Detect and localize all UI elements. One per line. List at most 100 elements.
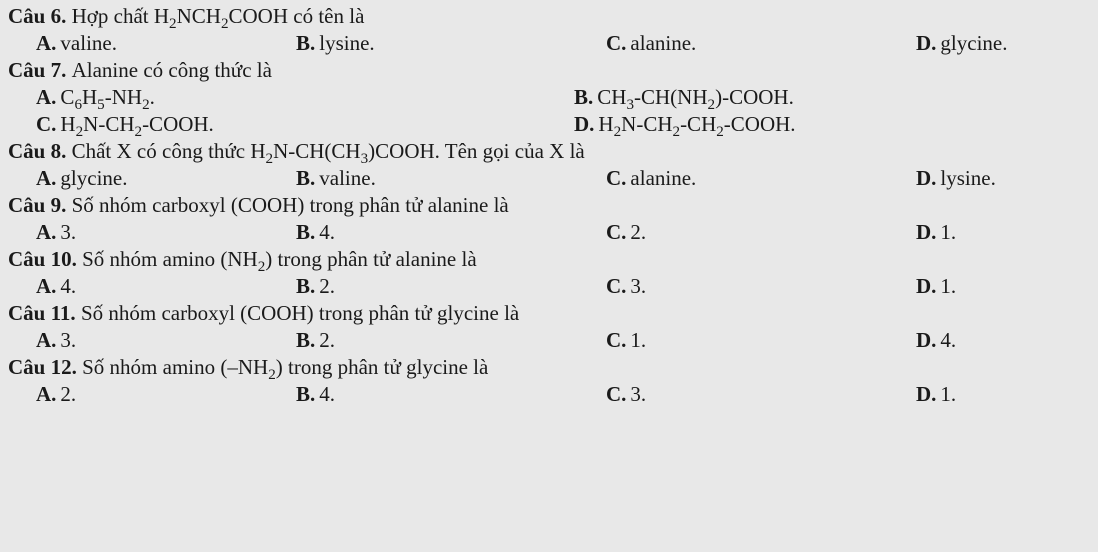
question-label: Câu 9. [8, 193, 66, 218]
choice-marker: B. [296, 31, 315, 55]
choice: B.2. [296, 274, 606, 299]
choice: D.lysine. [916, 166, 1086, 191]
choice-row: A.3.B.2.C.1.D.4. [36, 328, 1086, 353]
choice: D.1. [916, 382, 1086, 407]
choice-text: glycine. [60, 166, 127, 190]
question-stem: Câu 12. Số nhóm amino (–NH2) trong phân … [8, 355, 1086, 380]
question-text: Số nhóm amino (–NH2) trong phân tử glyci… [77, 355, 488, 380]
choice-text: 3. [60, 328, 76, 352]
choice-text: alanine. [630, 166, 696, 190]
choice-marker: C. [606, 220, 626, 244]
choice-marker: C. [606, 31, 626, 55]
choice-marker: A. [36, 220, 56, 244]
choice-marker: C. [36, 112, 56, 136]
question-label: Câu 8. [8, 139, 66, 164]
choice: C.alanine. [606, 166, 916, 191]
choice: D.glycine. [916, 31, 1086, 56]
choice-marker: C. [606, 382, 626, 406]
choice-text: 1. [940, 274, 956, 298]
choice-text: 2. [319, 274, 335, 298]
choice-marker: D. [916, 274, 936, 298]
question-stem: Câu 11. Số nhóm carboxyl (COOH) trong ph… [8, 301, 1086, 326]
choice-text: 2. [60, 382, 76, 406]
choice-text: glycine. [940, 31, 1007, 55]
choice-text: 2. [630, 220, 646, 244]
question-text: Chất X có công thức H2N-CH(CH3)COOH. Tên… [66, 139, 584, 164]
choice-marker: D. [916, 328, 936, 352]
choice-row: C.H2N-CH2-COOH.D.H2N-CH2-CH2-COOH. [36, 112, 1086, 137]
question-label: Câu 7. [8, 58, 66, 83]
choice-marker: B. [296, 328, 315, 352]
choice: B.valine. [296, 166, 606, 191]
choice: B.4. [296, 220, 606, 245]
choice-row: A.C6H5-NH2.B.CH3-CH(NH2)-COOH. [36, 85, 1086, 110]
question-stem: Câu 8. Chất X có công thức H2N-CH(CH3)CO… [8, 139, 1086, 164]
choice-marker: B. [296, 382, 315, 406]
question-stem: Câu 6. Hợp chất H2NCH2COOH có tên là [8, 4, 1086, 29]
choice-marker: C. [606, 274, 626, 298]
question-text: Số nhóm carboxyl (COOH) trong phân tử gl… [76, 301, 520, 326]
choice-marker: D. [916, 220, 936, 244]
choice-row: A.4.B.2.C.3.D.1. [36, 274, 1086, 299]
choice: B.lysine. [296, 31, 606, 56]
question-stem: Câu 10. Số nhóm amino (NH2) trong phân t… [8, 247, 1086, 272]
choice-marker: D. [916, 382, 936, 406]
exam-page: Câu 6. Hợp chất H2NCH2COOH có tên làA.va… [0, 0, 1098, 417]
choice-text: 1. [940, 220, 956, 244]
question-text: Số nhóm amino (NH2) trong phân tử alanin… [77, 247, 477, 272]
choice-marker: C. [606, 328, 626, 352]
choice-marker: C. [606, 166, 626, 190]
question-label: Câu 10. [8, 247, 77, 272]
choice: C.3. [606, 274, 916, 299]
choice-text: valine. [319, 166, 376, 190]
choice: A.3. [36, 328, 296, 353]
choice-marker: B. [296, 274, 315, 298]
choice-marker: A. [36, 166, 56, 190]
choice: A.C6H5-NH2. [36, 85, 574, 110]
choice: D.4. [916, 328, 1086, 353]
choice: C.1. [606, 328, 916, 353]
choice: D.1. [916, 220, 1086, 245]
choice-text: 3. [60, 220, 76, 244]
choice-text: alanine. [630, 31, 696, 55]
choice-marker: A. [36, 274, 56, 298]
choice-row: A.3.B.4.C.2.D.1. [36, 220, 1086, 245]
choice-text: CH3-CH(NH2)-COOH. [597, 85, 794, 109]
choice: C.2. [606, 220, 916, 245]
choice-text: H2N-CH2-CH2-COOH. [598, 112, 795, 136]
choice-marker: D. [916, 166, 936, 190]
choice: B.CH3-CH(NH2)-COOH. [574, 85, 1086, 110]
choice-marker: D. [916, 31, 936, 55]
choice: A.3. [36, 220, 296, 245]
choice: C.3. [606, 382, 916, 407]
choice: C.H2N-CH2-COOH. [36, 112, 574, 137]
choice-marker: B. [296, 220, 315, 244]
question-stem: Câu 9. Số nhóm carboxyl (COOH) trong phâ… [8, 193, 1086, 218]
choice-marker: A. [36, 85, 56, 109]
question-stem: Câu 7. Alanine có công thức là [8, 58, 1086, 83]
choice-marker: D. [574, 112, 594, 136]
choice-row: A.valine.B.lysine.C.alanine.D.glycine. [36, 31, 1086, 56]
choice-marker: B. [296, 166, 315, 190]
question-label: Câu 6. [8, 4, 66, 29]
choice-text: 4. [940, 328, 956, 352]
choice: B.4. [296, 382, 606, 407]
choice: D.H2N-CH2-CH2-COOH. [574, 112, 1086, 137]
choice-text: 3. [630, 382, 646, 406]
question-text: Số nhóm carboxyl (COOH) trong phân tử al… [66, 193, 508, 218]
choice: C.alanine. [606, 31, 916, 56]
choice-text: lysine. [319, 31, 374, 55]
choice-text: 3. [630, 274, 646, 298]
question-text: Hợp chất H2NCH2COOH có tên là [66, 4, 364, 29]
question-text: Alanine có công thức là [66, 58, 272, 83]
choice: D.1. [916, 274, 1086, 299]
choice-marker: A. [36, 31, 56, 55]
choice-marker: A. [36, 382, 56, 406]
choice-text: 4. [319, 220, 335, 244]
choice-marker: A. [36, 328, 56, 352]
choice: B.2. [296, 328, 606, 353]
question-label: Câu 11. [8, 301, 76, 326]
choice-text: 4. [60, 274, 76, 298]
choice-row: A.2.B.4.C.3.D.1. [36, 382, 1086, 407]
choice: A.4. [36, 274, 296, 299]
